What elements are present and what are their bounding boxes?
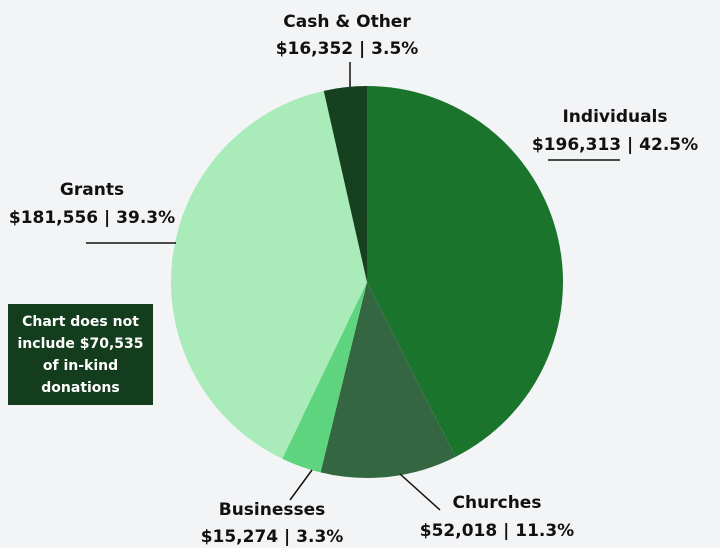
slice-value-label: $196,313 | 42.5%	[532, 135, 698, 155]
pie-slice	[323, 86, 367, 282]
slice-value-label: $52,018 | 11.3%	[420, 521, 574, 541]
slice-value-label: $181,556 | 39.3%	[9, 208, 175, 228]
slice-label: Churches	[453, 493, 542, 513]
pie-slice	[320, 282, 456, 478]
pie-slice	[282, 282, 367, 473]
pie-slice	[171, 90, 367, 459]
slice-value-label: $15,274 | 3.3%	[201, 527, 344, 547]
slice-value-label: $16,352 | 3.5%	[276, 39, 419, 59]
slice-label: Businesses	[219, 500, 326, 520]
leader-line	[399, 473, 441, 511]
leader-line	[289, 469, 313, 501]
slice-label: Cash & Other	[283, 12, 411, 32]
pie-slice	[367, 86, 563, 457]
slice-label: Grants	[60, 180, 124, 200]
note: Chart does not include $70,535 of in-kin…	[8, 304, 153, 405]
slice-label: Individuals	[562, 107, 667, 127]
